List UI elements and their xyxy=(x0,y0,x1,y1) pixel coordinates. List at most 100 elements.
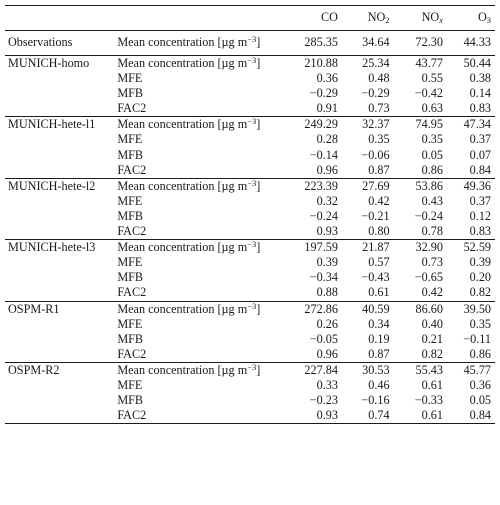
model-name xyxy=(5,163,117,179)
value-co: 210.88 xyxy=(304,56,338,70)
value-nox: 0.63 xyxy=(421,101,443,116)
header-nox-label: NO xyxy=(421,10,440,25)
unit-label: Mean concentration [µg m xyxy=(117,56,248,70)
value-co: 0.39 xyxy=(316,255,338,270)
model-group: OSPM-R2 Mean concentration [µg m−3] 227.84… xyxy=(5,362,495,424)
value-co: 0.88 xyxy=(316,285,338,300)
value-o3: 0.86 xyxy=(469,346,491,361)
value-co: 223.39 xyxy=(304,178,338,193)
unit-label: Mean concentration [µg m xyxy=(117,362,248,377)
model-name: MUNICH-homo xyxy=(8,56,90,70)
unit-label: Mean concentration [µg m xyxy=(117,178,248,193)
value-nox: −0.24 xyxy=(414,208,443,223)
metric-label: MFB xyxy=(117,147,144,162)
value-o3: 50.44 xyxy=(463,56,491,70)
metric-label: FAC2 xyxy=(117,285,147,300)
table-row: MFB −0.29 −0.29 −0.42 0.14 xyxy=(5,86,495,101)
unit-close: ] xyxy=(256,240,261,255)
table-row: MUNICH-hete-l3 Mean concentration [µg m−3… xyxy=(5,240,495,256)
value-no2: −0.21 xyxy=(361,208,390,223)
value-o3: 0.38 xyxy=(469,71,491,86)
unit-exponent: −3 xyxy=(247,177,257,188)
table-row: OSPM-R2 Mean concentration [µg m−3] 227.84… xyxy=(5,362,495,378)
value-co: −0.34 xyxy=(309,270,338,285)
model-name xyxy=(5,86,117,101)
model-name xyxy=(5,332,117,347)
model-group: MUNICH-hete-l1 Mean concentration [µg m−3… xyxy=(5,117,495,179)
header-o3-label: O xyxy=(477,10,487,25)
value-co: −0.29 xyxy=(309,86,338,101)
header-nox: NOx xyxy=(393,5,447,31)
value-co: 0.93 xyxy=(316,224,338,239)
header-metric xyxy=(117,5,287,31)
value-nox: −0.65 xyxy=(414,270,443,285)
model-name xyxy=(5,255,117,270)
model-name xyxy=(5,209,117,224)
value-o3: 0.20 xyxy=(469,270,491,285)
table-row: MFE 0.26 0.34 0.40 0.35 xyxy=(5,317,495,332)
metric-label: MFE xyxy=(117,193,143,208)
value-co: −0.05 xyxy=(309,331,338,346)
value-co: −0.14 xyxy=(309,147,338,162)
value-no2: 0.35 xyxy=(368,132,390,147)
unit-close: ] xyxy=(256,301,261,316)
metric-mean-concentration: Mean concentration [µg m−3] xyxy=(117,56,286,72)
value-nox: 0.43 xyxy=(421,193,443,208)
value-o3: 0.84 xyxy=(469,408,491,423)
value-nox: 0.05 xyxy=(421,147,443,162)
value-co: 0.26 xyxy=(316,316,338,331)
metric-mean-concentration: Mean concentration [µg m−3] xyxy=(117,301,286,317)
value-no2: 0.74 xyxy=(368,408,390,423)
table-row: FAC2 0.93 0.74 0.61 0.84 xyxy=(5,408,495,424)
table-row: MUNICH-hete-l1 Mean concentration [µg m−3… xyxy=(5,117,495,133)
value-co: 0.96 xyxy=(316,162,338,177)
metric-label: MFE xyxy=(117,316,143,331)
table-row: FAC2 0.96 0.87 0.86 0.84 xyxy=(5,163,495,179)
metric-label: FAC2 xyxy=(117,408,147,423)
header-no2-label: NO xyxy=(367,10,386,25)
value-nox: −0.42 xyxy=(414,86,443,101)
value-no2: 0.46 xyxy=(368,377,390,392)
table-row: MFE 0.36 0.48 0.55 0.38 xyxy=(5,71,495,86)
value-nox: 0.21 xyxy=(421,331,443,346)
model-name xyxy=(5,71,117,86)
value-no2: 0.87 xyxy=(368,346,390,361)
metric-label: MFB xyxy=(117,393,144,408)
model-name xyxy=(5,270,117,285)
value-nox: 0.35 xyxy=(421,132,443,147)
value-o3: −0.11 xyxy=(463,331,491,346)
header-no2: NO2 xyxy=(341,5,394,31)
metric-mean-concentration: Mean concentration [µg m−3] xyxy=(117,240,286,256)
value-o3: 0.39 xyxy=(469,255,491,270)
metric-label: MFE xyxy=(117,71,143,86)
value-no2: −0.06 xyxy=(361,147,390,162)
value-no2: −0.29 xyxy=(361,86,390,101)
unit-exponent: −3 xyxy=(247,300,257,311)
value-nox: 0.42 xyxy=(421,285,443,300)
metric-label: FAC2 xyxy=(117,346,147,361)
value-nox: 0.61 xyxy=(421,377,443,392)
table-row: FAC2 0.88 0.61 0.42 0.82 xyxy=(5,285,495,301)
value-no2: 0.57 xyxy=(368,255,390,270)
table-row: FAC2 0.91 0.73 0.63 0.83 xyxy=(5,101,495,117)
value-co: 0.96 xyxy=(316,346,338,361)
value-co: 0.33 xyxy=(316,377,338,392)
table-row: MFE 0.32 0.42 0.43 0.37 xyxy=(5,194,495,209)
table-row: MFB −0.05 0.19 0.21 −0.11 xyxy=(5,332,495,347)
value-nox: 0.82 xyxy=(421,346,443,361)
table-header: CO NO2 NOx O3 xyxy=(5,5,495,31)
value-co: 0.32 xyxy=(316,193,338,208)
value-o3: 45.77 xyxy=(463,362,491,377)
unit-close: ] xyxy=(256,35,261,50)
value-co: −0.24 xyxy=(309,208,338,223)
value-o3: 0.12 xyxy=(469,208,491,223)
header-co-label: CO xyxy=(320,10,338,25)
value-nox: 0.86 xyxy=(421,162,443,177)
value-nox: 0.78 xyxy=(421,224,443,239)
value-co: 272.86 xyxy=(304,301,338,316)
unit-exponent: −3 xyxy=(247,116,257,127)
table-row: MFB −0.14 −0.06 0.05 0.07 xyxy=(5,148,495,163)
model-name xyxy=(5,148,117,163)
value-nox: 0.61 xyxy=(421,408,443,423)
value-nox: 0.73 xyxy=(421,255,443,270)
